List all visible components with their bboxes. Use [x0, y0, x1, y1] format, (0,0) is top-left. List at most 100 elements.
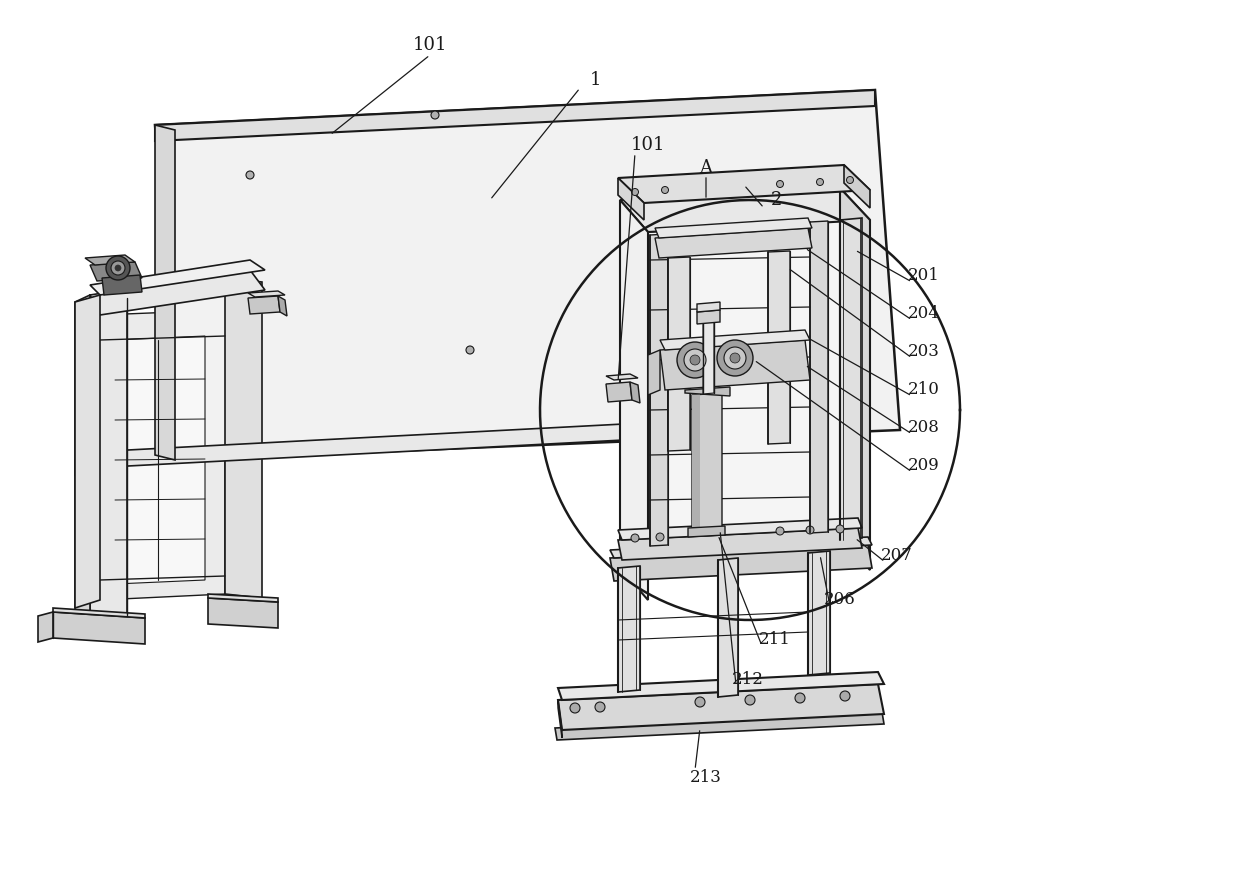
Polygon shape	[697, 310, 720, 324]
Polygon shape	[650, 234, 668, 546]
Polygon shape	[688, 526, 725, 537]
Circle shape	[839, 691, 849, 701]
Text: 209: 209	[908, 456, 940, 473]
Polygon shape	[74, 452, 91, 476]
Text: 204: 204	[908, 305, 940, 322]
Polygon shape	[86, 255, 135, 265]
Polygon shape	[248, 291, 285, 297]
Polygon shape	[610, 545, 872, 581]
Polygon shape	[618, 178, 644, 220]
Polygon shape	[844, 165, 870, 208]
Polygon shape	[155, 90, 875, 141]
Polygon shape	[703, 319, 714, 394]
Text: 101: 101	[413, 36, 448, 54]
Circle shape	[806, 526, 813, 534]
Circle shape	[717, 340, 753, 376]
Circle shape	[694, 697, 706, 707]
Polygon shape	[74, 295, 100, 608]
Circle shape	[821, 166, 830, 174]
Text: 207: 207	[882, 546, 913, 564]
Polygon shape	[618, 518, 862, 540]
Polygon shape	[208, 598, 278, 628]
Polygon shape	[155, 125, 175, 460]
Polygon shape	[38, 612, 53, 642]
Circle shape	[466, 346, 474, 354]
Circle shape	[639, 196, 646, 204]
Polygon shape	[718, 558, 738, 697]
Text: A: A	[699, 159, 713, 177]
Circle shape	[112, 261, 125, 275]
Circle shape	[689, 355, 701, 365]
Circle shape	[432, 111, 439, 119]
Text: 210: 210	[908, 381, 940, 397]
Polygon shape	[53, 608, 145, 618]
Polygon shape	[155, 90, 900, 460]
Polygon shape	[558, 684, 884, 730]
Circle shape	[847, 176, 853, 183]
Text: 203: 203	[908, 343, 940, 359]
Polygon shape	[655, 228, 812, 258]
Polygon shape	[241, 400, 730, 445]
Polygon shape	[768, 251, 790, 444]
Polygon shape	[649, 220, 839, 550]
Text: 1: 1	[589, 71, 600, 89]
Polygon shape	[100, 310, 224, 600]
Text: 206: 206	[825, 591, 856, 609]
Text: 101: 101	[631, 136, 665, 154]
Polygon shape	[630, 382, 640, 403]
Circle shape	[105, 256, 130, 280]
Polygon shape	[610, 537, 872, 558]
Circle shape	[631, 189, 639, 196]
Polygon shape	[668, 257, 689, 451]
Circle shape	[631, 534, 639, 542]
Polygon shape	[697, 302, 720, 312]
Circle shape	[730, 353, 740, 363]
Polygon shape	[808, 551, 830, 675]
Polygon shape	[692, 393, 722, 532]
Polygon shape	[620, 188, 870, 232]
Polygon shape	[248, 296, 280, 314]
Polygon shape	[655, 218, 812, 238]
Circle shape	[570, 703, 580, 713]
Polygon shape	[839, 218, 862, 540]
Text: 213: 213	[691, 769, 722, 787]
Polygon shape	[224, 278, 262, 598]
Circle shape	[745, 695, 755, 705]
Text: 208: 208	[908, 418, 940, 435]
Polygon shape	[606, 374, 639, 380]
Text: 211: 211	[759, 632, 791, 648]
Circle shape	[836, 525, 844, 533]
Polygon shape	[91, 262, 143, 281]
Polygon shape	[91, 420, 701, 468]
Polygon shape	[810, 221, 828, 533]
Polygon shape	[660, 340, 810, 390]
Circle shape	[661, 187, 668, 194]
Circle shape	[776, 527, 784, 535]
Text: 2: 2	[770, 191, 781, 209]
Polygon shape	[558, 700, 562, 738]
Polygon shape	[74, 295, 91, 618]
Polygon shape	[556, 712, 884, 740]
Polygon shape	[618, 566, 640, 692]
Polygon shape	[102, 275, 143, 295]
Polygon shape	[278, 296, 286, 316]
Polygon shape	[53, 612, 145, 644]
Circle shape	[656, 533, 663, 541]
Polygon shape	[115, 336, 205, 584]
Text: 212: 212	[732, 671, 764, 688]
Polygon shape	[208, 594, 278, 602]
Polygon shape	[91, 260, 265, 295]
Polygon shape	[692, 394, 701, 532]
Polygon shape	[91, 270, 265, 315]
Circle shape	[776, 181, 784, 188]
Polygon shape	[91, 295, 126, 615]
Circle shape	[795, 693, 805, 703]
Circle shape	[246, 171, 254, 179]
Circle shape	[724, 347, 746, 369]
Text: 201: 201	[908, 266, 940, 284]
Circle shape	[684, 349, 706, 371]
Polygon shape	[618, 528, 862, 560]
Polygon shape	[649, 350, 660, 395]
Polygon shape	[684, 387, 730, 396]
Circle shape	[595, 702, 605, 712]
